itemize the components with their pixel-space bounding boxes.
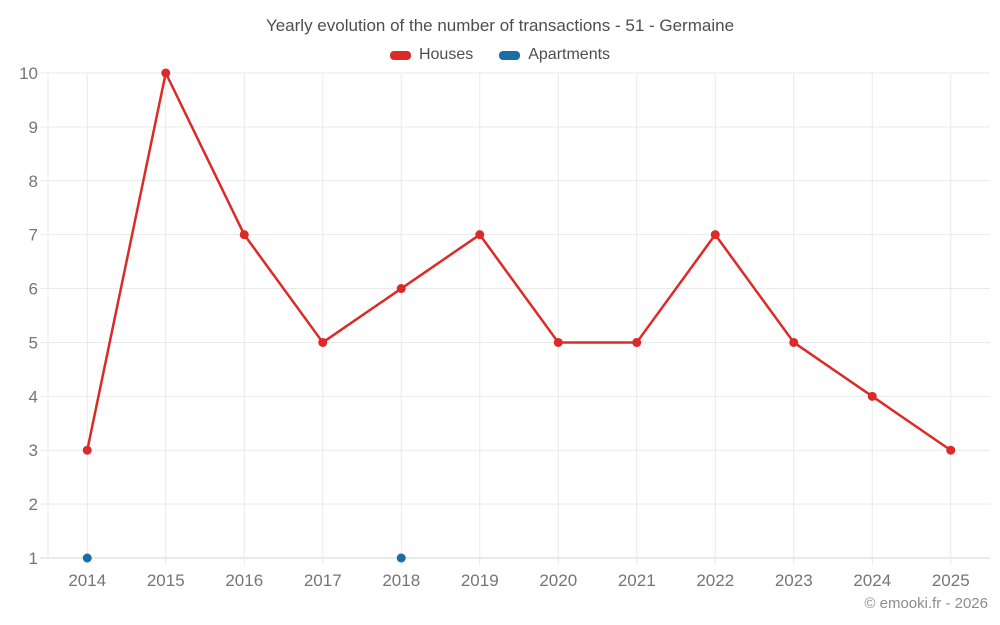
x-tick-label: 2018 <box>382 571 420 590</box>
data-point-houses[interactable] <box>161 68 171 78</box>
x-tick-label: 2017 <box>304 571 342 590</box>
legend-swatch-apartments <box>499 50 521 60</box>
data-point-houses[interactable] <box>553 337 563 347</box>
data-point-houses[interactable] <box>318 337 328 347</box>
y-tick-label: 1 <box>29 549 38 568</box>
chart-legend: Houses Apartments <box>0 46 1000 64</box>
x-tick-label: 2014 <box>68 571 106 590</box>
legend-label-houses: Houses <box>418 46 474 63</box>
data-point-houses[interactable] <box>710 230 720 240</box>
data-point-apartments[interactable] <box>82 553 92 563</box>
data-point-apartments[interactable] <box>396 553 406 563</box>
x-tick-label: 2019 <box>461 571 499 590</box>
copyright-text: © emooki.fr - 2026 <box>864 595 988 612</box>
x-tick-label: 2022 <box>696 571 734 590</box>
data-point-houses[interactable] <box>475 230 485 240</box>
legend-swatch-houses <box>389 50 411 60</box>
y-tick-label: 3 <box>29 441 38 460</box>
x-tick-label: 2020 <box>539 571 577 590</box>
y-tick-label: 9 <box>29 118 38 137</box>
data-point-houses[interactable] <box>632 337 642 347</box>
y-tick-label: 10 <box>19 64 38 83</box>
data-point-houses[interactable] <box>396 284 406 294</box>
y-tick-label: 2 <box>29 495 38 514</box>
data-point-houses[interactable] <box>789 337 799 347</box>
data-point-houses[interactable] <box>239 230 249 240</box>
data-point-houses[interactable] <box>867 391 877 401</box>
legend-label-apartments: Apartments <box>528 46 611 63</box>
legend-item-apartments[interactable]: Apartments <box>499 46 610 64</box>
y-tick-label: 4 <box>29 387 38 406</box>
legend-item-houses[interactable]: Houses <box>389 46 474 64</box>
data-point-houses[interactable] <box>82 445 92 455</box>
y-tick-label: 6 <box>29 280 38 299</box>
x-tick-label: 2015 <box>147 571 185 590</box>
x-tick-label: 2025 <box>932 571 970 590</box>
chart-title: Yearly evolution of the number of transa… <box>265 16 735 35</box>
data-point-houses[interactable] <box>946 445 956 455</box>
x-tick-label: 2024 <box>853 571 891 590</box>
x-tick-label: 2021 <box>618 571 656 590</box>
y-tick-label: 5 <box>29 333 38 352</box>
x-tick-label: 2023 <box>775 571 813 590</box>
series-line-houses <box>86 71 952 452</box>
x-tick-label: 2016 <box>225 571 263 590</box>
y-tick-label: 8 <box>29 172 38 191</box>
y-tick-label: 7 <box>29 226 38 245</box>
